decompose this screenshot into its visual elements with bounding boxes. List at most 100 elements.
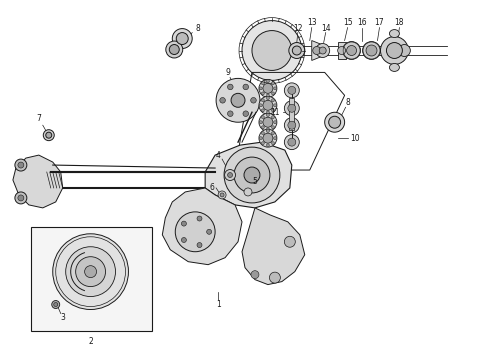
Bar bbox=[31, 227, 152, 332]
Circle shape bbox=[261, 99, 264, 102]
Circle shape bbox=[263, 117, 273, 127]
Circle shape bbox=[176, 32, 188, 45]
Circle shape bbox=[267, 128, 270, 131]
Text: 16: 16 bbox=[357, 18, 367, 27]
Circle shape bbox=[288, 138, 296, 146]
Circle shape bbox=[380, 37, 408, 64]
Circle shape bbox=[288, 121, 296, 129]
Circle shape bbox=[15, 159, 27, 171]
Circle shape bbox=[267, 96, 270, 100]
Circle shape bbox=[166, 41, 183, 58]
Circle shape bbox=[267, 144, 270, 147]
Text: 6: 6 bbox=[210, 184, 215, 193]
Text: 8: 8 bbox=[196, 24, 200, 33]
Circle shape bbox=[244, 167, 260, 183]
Bar bbox=[338, 41, 345, 59]
Circle shape bbox=[271, 99, 274, 102]
Circle shape bbox=[75, 257, 105, 287]
Circle shape bbox=[271, 132, 274, 135]
Text: 17: 17 bbox=[375, 18, 384, 27]
Circle shape bbox=[325, 112, 344, 132]
Circle shape bbox=[227, 172, 233, 177]
Text: 8: 8 bbox=[345, 98, 350, 107]
Text: 11: 11 bbox=[270, 108, 280, 117]
Circle shape bbox=[271, 142, 274, 145]
Circle shape bbox=[261, 109, 264, 112]
Circle shape bbox=[261, 126, 264, 129]
Circle shape bbox=[181, 221, 186, 226]
Ellipse shape bbox=[390, 63, 399, 71]
Circle shape bbox=[387, 42, 402, 58]
Polygon shape bbox=[312, 41, 322, 60]
Circle shape bbox=[261, 82, 264, 85]
Circle shape bbox=[273, 121, 276, 124]
Circle shape bbox=[259, 137, 262, 140]
Circle shape bbox=[267, 111, 270, 114]
Circle shape bbox=[251, 98, 256, 103]
Circle shape bbox=[273, 104, 276, 107]
Circle shape bbox=[284, 135, 299, 150]
Circle shape bbox=[259, 87, 262, 90]
Circle shape bbox=[261, 132, 264, 135]
Circle shape bbox=[261, 142, 264, 145]
Bar bbox=[289, 98, 294, 130]
Circle shape bbox=[172, 28, 192, 49]
Circle shape bbox=[267, 130, 270, 132]
Circle shape bbox=[175, 212, 215, 252]
Text: 2: 2 bbox=[88, 337, 93, 346]
Circle shape bbox=[284, 101, 299, 116]
Circle shape bbox=[231, 93, 245, 107]
Circle shape bbox=[284, 236, 295, 247]
Circle shape bbox=[338, 46, 345, 54]
Circle shape bbox=[284, 83, 299, 98]
Circle shape bbox=[181, 238, 186, 243]
Text: 14: 14 bbox=[321, 24, 330, 33]
Circle shape bbox=[197, 216, 202, 221]
Circle shape bbox=[227, 84, 233, 90]
Circle shape bbox=[363, 41, 380, 59]
Text: 15: 15 bbox=[343, 18, 352, 27]
Text: 10: 10 bbox=[350, 134, 359, 143]
Polygon shape bbox=[205, 142, 292, 208]
Circle shape bbox=[398, 45, 410, 57]
Circle shape bbox=[263, 133, 273, 143]
Circle shape bbox=[263, 100, 273, 110]
Circle shape bbox=[53, 234, 128, 310]
Text: 1: 1 bbox=[216, 300, 220, 309]
Circle shape bbox=[169, 45, 179, 54]
Circle shape bbox=[259, 121, 262, 124]
Circle shape bbox=[288, 86, 296, 94]
Circle shape bbox=[289, 42, 305, 58]
Circle shape bbox=[267, 113, 270, 117]
Circle shape bbox=[263, 84, 273, 93]
Text: 9: 9 bbox=[225, 68, 230, 77]
Circle shape bbox=[85, 266, 97, 278]
Circle shape bbox=[224, 170, 236, 180]
Circle shape bbox=[366, 45, 377, 56]
Circle shape bbox=[267, 94, 270, 97]
Circle shape bbox=[259, 104, 262, 107]
Circle shape bbox=[252, 31, 292, 71]
Circle shape bbox=[273, 137, 276, 140]
Ellipse shape bbox=[390, 30, 399, 37]
Circle shape bbox=[346, 45, 357, 55]
Circle shape bbox=[259, 96, 277, 114]
Text: 4: 4 bbox=[216, 150, 220, 159]
Circle shape bbox=[343, 41, 361, 59]
Circle shape bbox=[261, 116, 264, 119]
Text: 3: 3 bbox=[60, 313, 65, 322]
Circle shape bbox=[243, 111, 248, 117]
Circle shape bbox=[234, 157, 270, 193]
Circle shape bbox=[220, 193, 224, 197]
Circle shape bbox=[273, 87, 276, 90]
Circle shape bbox=[227, 111, 233, 117]
Circle shape bbox=[224, 147, 280, 203]
Circle shape bbox=[284, 118, 299, 133]
Circle shape bbox=[271, 82, 274, 85]
Circle shape bbox=[316, 44, 330, 58]
Polygon shape bbox=[162, 188, 242, 265]
Text: 18: 18 bbox=[394, 18, 404, 27]
Circle shape bbox=[271, 109, 274, 112]
Circle shape bbox=[271, 92, 274, 95]
Circle shape bbox=[43, 130, 54, 141]
